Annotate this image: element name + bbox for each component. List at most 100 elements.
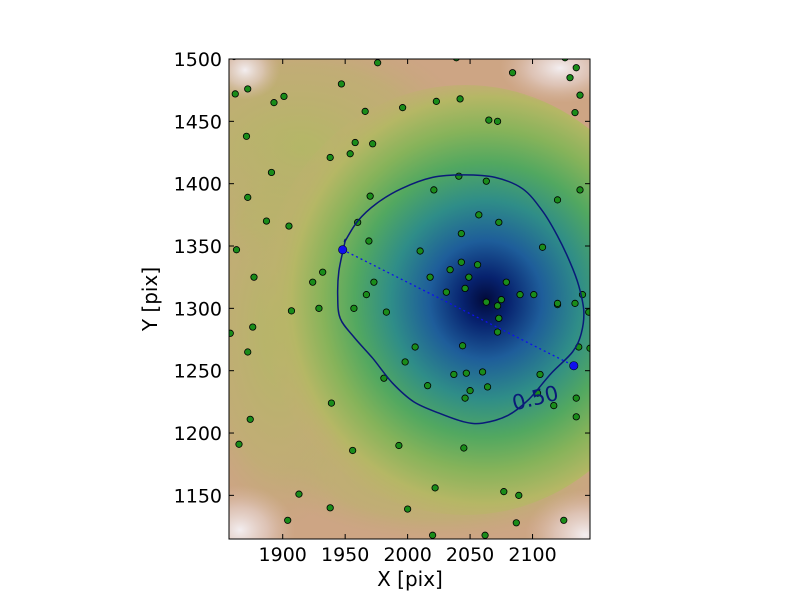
contour-line bbox=[336, 174, 585, 425]
major-axis-endpoint bbox=[338, 245, 348, 255]
plot-area bbox=[229, 33, 590, 539]
scatter-point bbox=[460, 444, 468, 452]
scatter-point bbox=[481, 531, 489, 539]
scatter-point bbox=[326, 153, 334, 162]
scatter-point bbox=[262, 217, 271, 225]
scatter-point bbox=[493, 328, 502, 336]
scatter-point bbox=[571, 109, 579, 117]
y-tick-label: 1250 bbox=[174, 361, 222, 383]
scatter-point bbox=[553, 196, 562, 204]
scatter-point bbox=[456, 95, 464, 103]
scatter-point bbox=[572, 413, 580, 421]
scatter-point bbox=[231, 90, 239, 98]
y-tick-label: 1450 bbox=[174, 111, 222, 133]
scatter-point bbox=[515, 491, 523, 499]
plot-frame bbox=[228, 58, 591, 540]
scatter-point bbox=[365, 237, 373, 245]
scatter-point bbox=[351, 138, 359, 147]
x-tick-label: 2050 bbox=[446, 544, 494, 566]
scatter-point bbox=[315, 304, 323, 312]
scatter-point bbox=[232, 246, 241, 254]
scatter-point bbox=[401, 358, 409, 366]
scatter-point bbox=[553, 299, 562, 307]
scatter-point bbox=[424, 382, 432, 390]
scatter-point bbox=[536, 370, 544, 379]
scatter-point bbox=[270, 99, 278, 107]
scatter-point bbox=[457, 258, 465, 266]
major-axis-line bbox=[342, 249, 575, 367]
scatter-point bbox=[319, 268, 327, 276]
scatter-point bbox=[346, 150, 354, 158]
scatter-point bbox=[482, 177, 490, 185]
x-axis-label: X [pix] bbox=[377, 567, 443, 591]
scatter-point bbox=[495, 314, 503, 322]
scatter-point bbox=[530, 291, 538, 299]
scatter-point bbox=[416, 247, 424, 255]
scatter-point bbox=[473, 261, 482, 269]
scatter-point bbox=[374, 59, 382, 67]
scatter-point bbox=[508, 69, 517, 77]
scatter-point bbox=[250, 273, 258, 281]
scatter-point bbox=[483, 383, 492, 391]
scatter-point bbox=[357, 52, 363, 58]
scatter-point bbox=[249, 323, 257, 331]
scatter-point bbox=[411, 343, 419, 351]
density-core bbox=[260, 85, 590, 515]
pale-corner-top-left bbox=[229, 59, 280, 100]
scatter-point bbox=[485, 116, 493, 124]
y-tick-label: 1200 bbox=[174, 423, 222, 445]
scatter-point bbox=[327, 399, 336, 407]
scatter-point bbox=[430, 186, 438, 194]
y-axis: 1150 1200 1250 1300 1350 1400 1450 1500 bbox=[174, 49, 590, 507]
scatter-point bbox=[478, 368, 487, 376]
scatter-point bbox=[295, 490, 303, 498]
scatter-point bbox=[452, 59, 460, 62]
scatter-point bbox=[246, 415, 254, 423]
scatter-point bbox=[229, 329, 234, 337]
pale-corner-bottom-left bbox=[229, 485, 295, 539]
x-tick-label: 1950 bbox=[321, 544, 369, 566]
scatter-point bbox=[572, 394, 580, 402]
scatter-point bbox=[285, 222, 293, 230]
scatter-point bbox=[244, 348, 252, 356]
x-tick-label: 2000 bbox=[383, 544, 431, 566]
scatter-point bbox=[500, 488, 508, 496]
scatter-point bbox=[280, 92, 288, 101]
scatter-point bbox=[465, 273, 473, 281]
scatter-point bbox=[560, 516, 568, 524]
scatter-point bbox=[366, 192, 374, 200]
scatter-point bbox=[493, 117, 502, 125]
scatter-point bbox=[370, 278, 378, 286]
scatter-point bbox=[361, 107, 369, 115]
scatter-point bbox=[461, 33, 467, 39]
scatter-point bbox=[426, 273, 434, 281]
scatter-point bbox=[512, 519, 520, 527]
scatter-point bbox=[326, 504, 334, 512]
scatter-point bbox=[235, 440, 243, 448]
scatter-point bbox=[466, 387, 474, 395]
scatter-point bbox=[431, 484, 439, 492]
scatter-point bbox=[502, 278, 510, 286]
x-tick-label: 1900 bbox=[259, 544, 307, 566]
scatter-point bbox=[493, 302, 502, 310]
y-tick-label: 1150 bbox=[174, 485, 222, 507]
scatter-point bbox=[550, 401, 558, 410]
scatter-point bbox=[244, 193, 252, 201]
scatter-point bbox=[482, 298, 490, 306]
scatter-point bbox=[244, 85, 252, 93]
y-axis-label: Y [pix] bbox=[138, 267, 162, 332]
major-axis-endpoint bbox=[569, 361, 579, 371]
scatter-point bbox=[571, 299, 579, 307]
scatter-point bbox=[566, 74, 574, 82]
scatter-point bbox=[242, 132, 251, 140]
y-tick-label: 1350 bbox=[174, 236, 222, 258]
major-axis-endpoints bbox=[338, 245, 579, 371]
scatter-point bbox=[369, 140, 377, 148]
scatter-point bbox=[585, 308, 590, 316]
scatter-point bbox=[395, 441, 403, 450]
scatter-point bbox=[380, 374, 388, 382]
scatter-point bbox=[572, 64, 580, 72]
scatter-point bbox=[455, 172, 463, 180]
scatter-point bbox=[475, 211, 483, 219]
